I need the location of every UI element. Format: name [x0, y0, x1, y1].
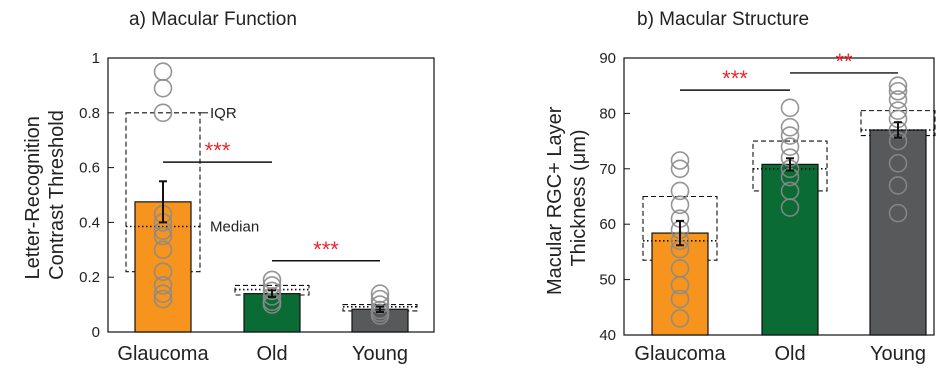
- data-point: [262, 281, 282, 301]
- y-axis-label: Macular RGC+ Layer Thickness (μm): [544, 101, 590, 295]
- y-tick-label: 0: [92, 324, 100, 341]
- y-axis-label: Letter-Recognition Contrast Threshold: [22, 110, 68, 280]
- chart-title: a) Macular Function: [129, 9, 297, 30]
- bars: [651, 129, 927, 336]
- data-point: [670, 275, 690, 295]
- error-bars: [676, 121, 902, 247]
- data-point: [888, 90, 908, 109]
- data-point: [153, 276, 173, 295]
- data-point: [262, 287, 282, 306]
- data-point: [888, 76, 908, 95]
- category-labels: Glaucoma Old Young: [634, 343, 926, 365]
- data-point: [780, 126, 800, 145]
- data-point: [670, 159, 690, 179]
- iqr-box: [125, 112, 201, 273]
- data-point: [370, 295, 390, 314]
- category-label: Young: [870, 343, 926, 365]
- category-label: Old: [774, 343, 805, 365]
- data-point: [153, 262, 173, 282]
- data-point: [780, 137, 800, 156]
- y-axis-label-line: Letter-Recognition: [22, 116, 44, 279]
- data-point: [153, 226, 173, 246]
- data-point: [780, 117, 800, 137]
- data-point: [780, 198, 800, 217]
- data-point: [153, 103, 173, 123]
- category-label: Young: [352, 343, 408, 365]
- category-label: Glaucoma: [634, 343, 726, 365]
- y-axis-label-line: Macular RGC+ Layer: [544, 106, 566, 295]
- data-point: [153, 240, 173, 260]
- data-point: [670, 181, 690, 201]
- y-axis-label-line: Contrast Threshold: [46, 110, 68, 280]
- y-tick-label: 90: [599, 50, 616, 67]
- y-tick-label: 80: [599, 105, 616, 122]
- significance-label: ***: [205, 138, 231, 163]
- data-point: [153, 289, 173, 309]
- significance-label: ***: [313, 237, 339, 262]
- data-point: [888, 101, 908, 120]
- bar-glaucoma: [651, 232, 709, 336]
- data-point: [153, 62, 173, 81]
- data-point: [888, 176, 908, 195]
- error-bars: [159, 180, 384, 313]
- bar-old: [761, 163, 819, 336]
- significance-markers: *** ***: [163, 138, 380, 262]
- y-tick-label: 0.8: [79, 105, 100, 122]
- y-tick-label: 40: [599, 327, 616, 344]
- data-point: [670, 195, 690, 215]
- data-point: [888, 153, 908, 173]
- y-tick-label: 60: [599, 216, 616, 233]
- significance-label: **: [835, 49, 853, 74]
- chart-title: b) Macular Structure: [637, 9, 809, 30]
- panel-macular-function: a) Macular Function Letter-Recognition C…: [22, 9, 435, 365]
- data-point: [670, 289, 690, 309]
- data-point: [670, 151, 690, 170]
- bar-young: [869, 129, 927, 336]
- data-point: [670, 309, 690, 328]
- y-tick-label: 1: [92, 50, 100, 67]
- y-tick-label: 0.6: [79, 160, 100, 177]
- y-tick-label: 50: [599, 272, 616, 289]
- data-point: [780, 98, 800, 118]
- y-axis-ticks: 0 0.2 0.4 0.6 0.8 1: [79, 50, 114, 341]
- data-point: [888, 203, 908, 223]
- panel-macular-structure: b) Macular Structure Macular RGC+ Layer …: [544, 9, 936, 365]
- category-label: Glaucoma: [117, 343, 209, 365]
- data-point: [153, 78, 173, 98]
- y-tick-label: 0.2: [79, 269, 100, 286]
- y-tick-label: 70: [599, 161, 616, 178]
- y-axis-label-line: Thickness (μm): [568, 129, 590, 266]
- significance-markers: *****: [680, 49, 898, 91]
- category-labels: Glaucoma Old Young: [117, 343, 408, 365]
- y-axis-ticks: 40 50 60 70 80 90: [599, 50, 630, 344]
- data-point: [888, 81, 908, 101]
- data-point: [153, 284, 173, 303]
- median-annotation: Median: [210, 219, 259, 236]
- category-label: Old: [256, 343, 287, 365]
- significance-label: ***: [722, 66, 748, 91]
- iqr-annotation: IQR: [210, 105, 237, 122]
- y-tick-label: 0.4: [79, 214, 100, 231]
